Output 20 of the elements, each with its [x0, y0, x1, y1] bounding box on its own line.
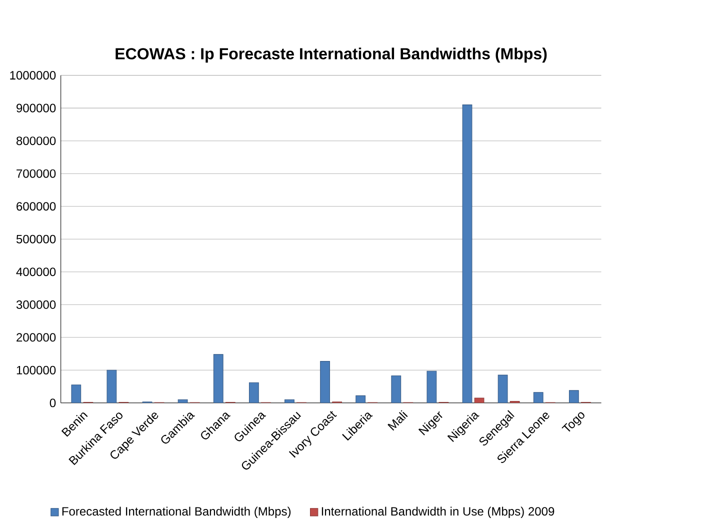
y-tick-label: 700000: [16, 170, 56, 178]
y-tick-label: 300000: [16, 300, 56, 310]
y-tick-label: 100000: [16, 366, 56, 375]
bar: [474, 398, 484, 404]
bar: [248, 382, 259, 404]
legend-label: International Bandwidth in Use (Mbps) 2009: [322, 507, 554, 518]
y-tick-label: 0: [50, 398, 56, 408]
y-tick-label: 1000000: [10, 71, 56, 80]
y-tick-label: 800000: [16, 136, 56, 146]
legend-label: Forecasted International Bandwidth (Mbps): [62, 507, 291, 518]
chart-title: ECOWAS : Ip Forecaste International Bandwidths (Mbps): [116, 48, 547, 63]
y-tick-label: 900000: [16, 104, 56, 113]
y-tick-label: 200000: [16, 333, 56, 342]
bar: [462, 104, 472, 404]
y-tick-label: 600000: [16, 202, 56, 211]
x-tick-label: Togo: [562, 412, 584, 432]
y-tick-label: 400000: [16, 268, 56, 276]
bar: [320, 361, 330, 404]
y-tick-label: 500000: [16, 235, 56, 244]
bar: [213, 354, 224, 404]
